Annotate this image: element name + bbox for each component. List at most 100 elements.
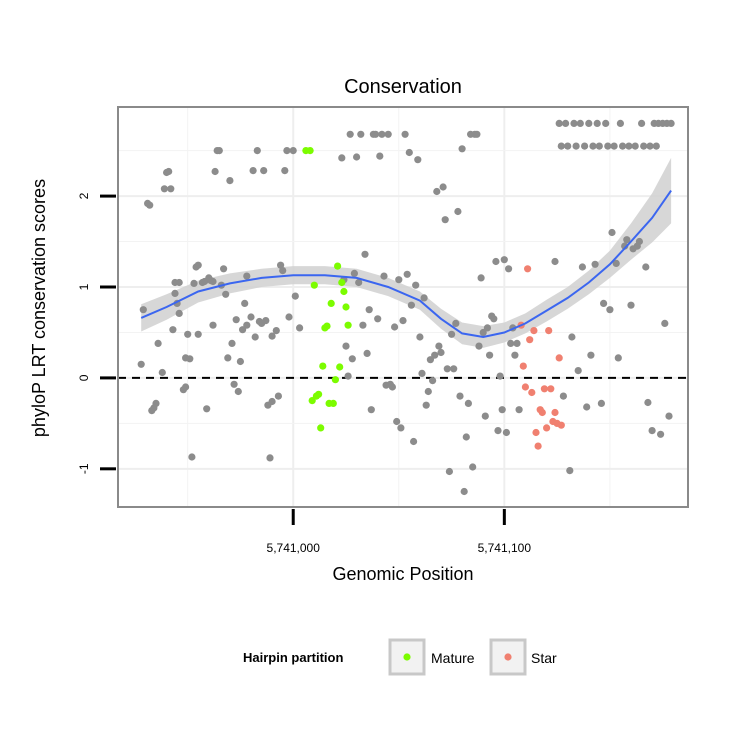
legend-title: Hairpin partition: [243, 650, 343, 665]
point-other: [515, 406, 523, 414]
point-other: [228, 339, 236, 347]
smooth-line: [140, 190, 672, 339]
point-other: [450, 365, 458, 373]
point-star: [543, 424, 551, 432]
point-other: [253, 147, 261, 155]
point-other: [391, 323, 399, 331]
point-other: [464, 399, 472, 407]
point-mature: [319, 362, 327, 370]
point-other: [184, 330, 192, 338]
smooth-line-layer: [140, 190, 672, 339]
point-other: [642, 263, 650, 271]
point-other: [355, 278, 363, 287]
point-other: [289, 147, 297, 155]
point-other: [627, 301, 635, 309]
x-axis-title: Genomic Position: [332, 564, 473, 584]
point-other: [236, 357, 244, 366]
point-mature: [308, 397, 316, 405]
point-other: [473, 130, 481, 138]
point-other: [226, 177, 234, 185]
point-other: [595, 142, 603, 150]
point-other: [224, 354, 232, 362]
point-star: [530, 327, 538, 335]
point-mature: [306, 147, 314, 155]
point-other: [146, 201, 154, 209]
point-other: [606, 306, 614, 314]
point-star: [545, 327, 553, 335]
point-other: [665, 412, 673, 420]
point-star: [551, 408, 559, 417]
point-other: [657, 430, 665, 438]
point-other: [492, 257, 500, 266]
point-other: [169, 326, 177, 334]
point-other: [572, 142, 580, 150]
point-mature: [310, 281, 318, 289]
point-other: [433, 187, 441, 196]
point-star: [534, 442, 542, 450]
point-other: [420, 294, 428, 302]
point-other: [587, 351, 595, 359]
point-other: [551, 257, 559, 266]
chart-title: Conservation: [344, 76, 462, 98]
point-other: [296, 324, 304, 332]
points-layer: [137, 119, 675, 496]
point-star: [555, 354, 563, 362]
point-other: [619, 142, 627, 150]
point-other: [251, 333, 259, 341]
point-other: [348, 355, 356, 363]
point-mature: [340, 287, 348, 296]
point-mature: [315, 390, 323, 398]
point-other: [209, 321, 217, 329]
point-other: [395, 276, 403, 284]
point-other: [652, 142, 660, 150]
point-other: [437, 348, 445, 357]
point-star: [521, 383, 530, 391]
point-other: [412, 281, 420, 289]
y-tick-label: 0: [77, 374, 91, 381]
point-other: [570, 119, 578, 127]
point-other: [581, 142, 589, 150]
point-other: [260, 167, 268, 175]
point-other: [454, 207, 462, 216]
point-other: [353, 153, 361, 161]
x-tick-label: 5,741,100: [478, 541, 532, 555]
point-other: [608, 228, 616, 237]
point-star: [519, 362, 527, 370]
point-other: [186, 355, 194, 363]
point-other: [171, 289, 179, 297]
point-other: [182, 383, 190, 391]
point-other: [479, 328, 487, 337]
point-other: [220, 265, 228, 273]
point-star: [547, 385, 555, 393]
point-other: [350, 269, 358, 277]
point-other: [346, 130, 354, 138]
point-other: [591, 260, 599, 268]
point-other: [285, 313, 293, 321]
point-other: [616, 119, 625, 127]
point-other: [568, 333, 576, 341]
point-other: [401, 130, 409, 138]
point-other: [175, 278, 183, 287]
point-other: [426, 356, 434, 364]
point-other: [262, 317, 270, 325]
point-other: [610, 142, 618, 150]
point-other: [342, 342, 350, 350]
point-other: [359, 321, 367, 329]
point-other: [431, 351, 439, 359]
point-other: [137, 360, 145, 368]
point-other: [555, 119, 563, 127]
point-other: [513, 339, 521, 347]
legend-label-star: Star: [531, 650, 557, 666]
point-other: [644, 398, 652, 407]
point-other: [374, 315, 382, 323]
point-other: [462, 433, 470, 441]
point-other: [209, 277, 217, 286]
point-other: [388, 383, 396, 391]
point-other: [600, 299, 608, 307]
point-other: [614, 354, 622, 362]
point-other: [648, 427, 656, 435]
point-other: [635, 237, 644, 246]
y-tick-label: 2: [77, 192, 91, 199]
point-other: [486, 351, 494, 359]
point-other: [232, 316, 240, 324]
